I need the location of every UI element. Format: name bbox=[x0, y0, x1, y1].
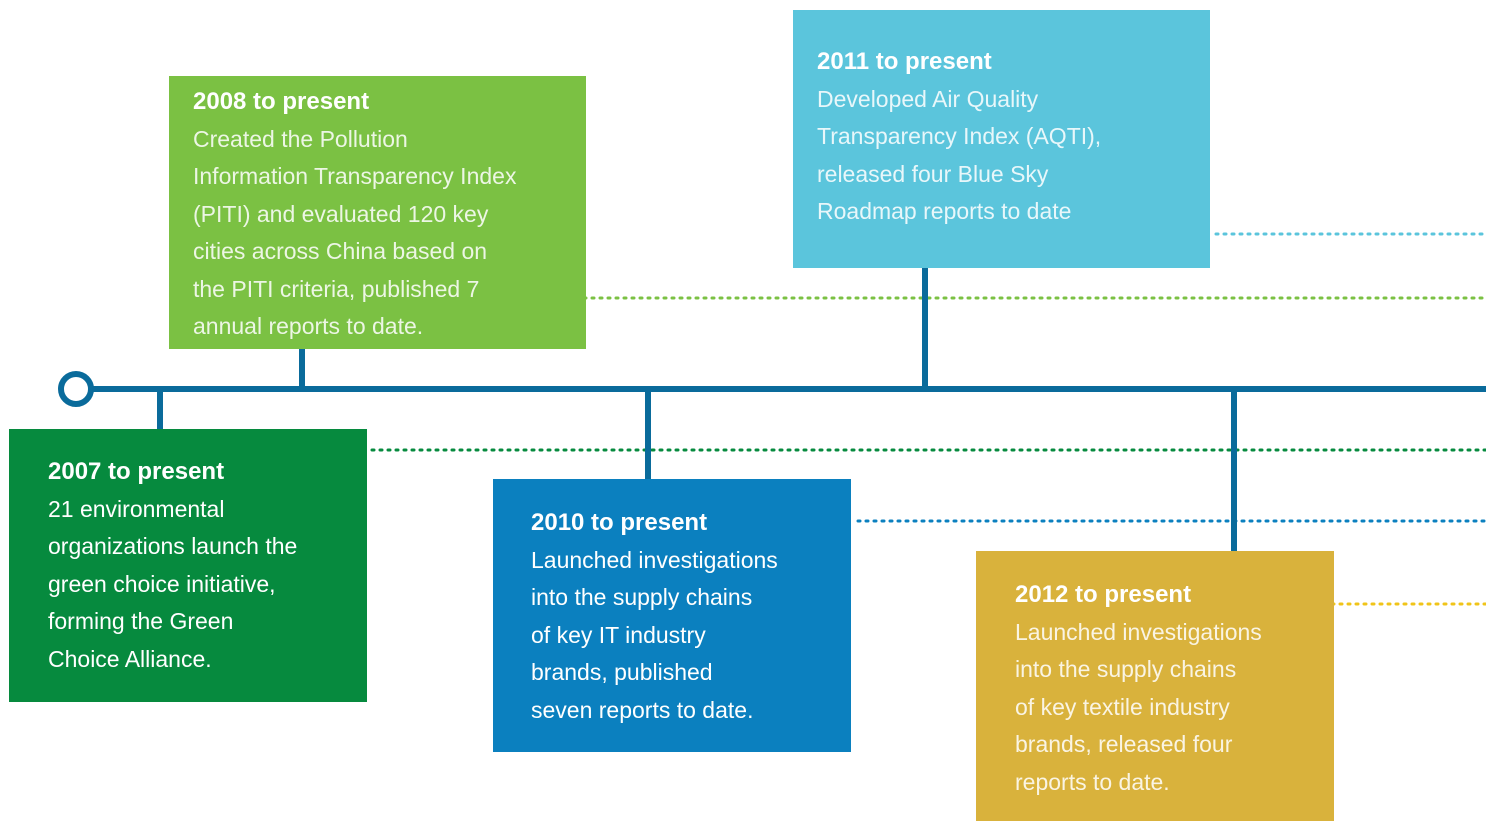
event-text: brands, published bbox=[531, 659, 713, 685]
event-card: 2008 to present Created the Pollution Info… bbox=[169, 76, 586, 349]
event-title: 2007 to present bbox=[48, 458, 225, 485]
event-text: Choice Alliance. bbox=[48, 645, 212, 672]
event-text: released four Blue Sky bbox=[817, 160, 1049, 187]
event-text: seven reports to date. bbox=[531, 696, 754, 723]
event-text: Information Transparency Index bbox=[193, 163, 517, 189]
event-text: into the supply chains bbox=[1015, 656, 1237, 682]
event-title: 2008 to present bbox=[193, 88, 370, 115]
event-text: annual reports to date. bbox=[193, 313, 424, 339]
event-card: 2010 to present Launched investigations in… bbox=[493, 479, 851, 752]
event-card: 2012 to present Launched investigations in… bbox=[976, 551, 1334, 821]
event-text: reports to date. bbox=[1015, 768, 1170, 795]
event-title: 2011 to present bbox=[817, 48, 992, 75]
event-text: Launched investigations bbox=[1015, 618, 1262, 645]
event-text: Created the Pollution bbox=[193, 125, 408, 152]
event-text: Roadmap reports to date bbox=[817, 198, 1072, 224]
event-text: Transparency Index (AQTI), bbox=[817, 123, 1102, 149]
event-text: the PITI criteria, published 7 bbox=[193, 275, 480, 302]
event-text: Developed Air Quality bbox=[817, 85, 1039, 112]
event-text: brands, released four bbox=[1015, 731, 1233, 757]
event-title: 2010 to present bbox=[531, 509, 708, 536]
event-text: of key IT industry bbox=[531, 621, 706, 648]
event-text: 21 environmental bbox=[48, 495, 225, 522]
event-text: Launched investigations bbox=[531, 546, 778, 573]
timeline-start bbox=[58, 371, 94, 407]
event-title: 2012 to present bbox=[1015, 581, 1192, 608]
event-text: (PITI) and evaluated 120 key bbox=[193, 200, 489, 227]
event-text: into the supply chains bbox=[531, 584, 753, 610]
event-text: green choice initiative, bbox=[48, 570, 276, 597]
event-text: cities across China based on bbox=[193, 238, 488, 264]
event-card: 2011 to present Developed Air Quality Tran… bbox=[793, 10, 1210, 268]
event-text: of key textile industry bbox=[1015, 693, 1230, 720]
event-text: organizations launch the bbox=[48, 533, 298, 559]
event-text: forming the Green bbox=[48, 608, 234, 634]
event-card: 2007 to present 21 environmental organizat… bbox=[9, 429, 367, 702]
